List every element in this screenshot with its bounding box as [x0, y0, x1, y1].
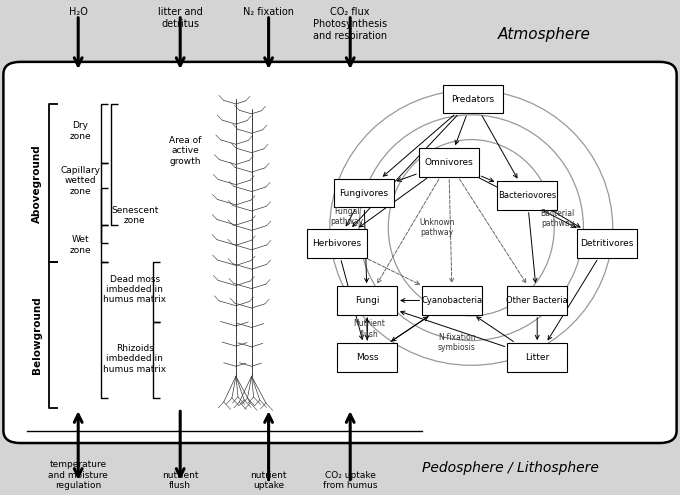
- Text: Capillary
wetted
zone: Capillary wetted zone: [61, 166, 100, 196]
- Text: Litter: Litter: [525, 353, 549, 362]
- Text: Cyanobacteria: Cyanobacteria: [422, 296, 483, 305]
- FancyBboxPatch shape: [577, 229, 637, 258]
- Text: Herbivores: Herbivores: [312, 239, 361, 248]
- Text: CO₂ uptake
from humus: CO₂ uptake from humus: [323, 471, 377, 490]
- Text: Dry
zone: Dry zone: [69, 121, 91, 141]
- FancyBboxPatch shape: [497, 181, 557, 210]
- Text: Fungivores: Fungivores: [339, 189, 388, 198]
- Text: Fungi: Fungi: [355, 296, 379, 305]
- Text: Nutrient
flush: Nutrient flush: [354, 319, 385, 339]
- Text: N-fixation
symbiosis: N-fixation symbiosis: [438, 333, 476, 352]
- FancyBboxPatch shape: [3, 62, 677, 443]
- Text: Pedosphere / Lithosphere: Pedosphere / Lithosphere: [422, 461, 598, 475]
- FancyBboxPatch shape: [507, 343, 567, 372]
- Text: litter and
detritus: litter and detritus: [158, 7, 203, 29]
- Text: Rhizoids
imbedded in
humus matrix: Rhizoids imbedded in humus matrix: [103, 344, 166, 374]
- Text: Belowground: Belowground: [33, 297, 42, 374]
- Text: Omnivores: Omnivores: [424, 158, 473, 167]
- Text: nutrient
uptake: nutrient uptake: [250, 471, 287, 490]
- Text: Fungal
pathway: Fungal pathway: [330, 206, 363, 226]
- FancyBboxPatch shape: [307, 229, 367, 258]
- FancyBboxPatch shape: [419, 148, 479, 177]
- Text: Dead moss
imbedded in
humus matrix: Dead moss imbedded in humus matrix: [103, 275, 166, 304]
- Text: Detritivores: Detritivores: [581, 239, 634, 248]
- Text: Predators: Predators: [451, 95, 494, 103]
- Text: N₂ fixation: N₂ fixation: [243, 7, 294, 17]
- Text: Atmosphere: Atmosphere: [498, 27, 590, 42]
- Text: Bacteriovores: Bacteriovores: [498, 191, 556, 200]
- Text: H₂O: H₂O: [69, 7, 88, 17]
- Text: temperature
and moisture
regulation: temperature and moisture regulation: [48, 460, 108, 490]
- Text: CO₂ flux
Photosynthesis
and respiration: CO₂ flux Photosynthesis and respiration: [313, 7, 388, 41]
- Text: Moss: Moss: [356, 353, 379, 362]
- Text: Aboveground: Aboveground: [33, 144, 42, 223]
- FancyBboxPatch shape: [337, 286, 397, 315]
- Text: Unknown
pathway: Unknown pathway: [420, 218, 455, 238]
- FancyBboxPatch shape: [334, 179, 394, 207]
- FancyBboxPatch shape: [507, 286, 567, 315]
- Text: Area of
active
growth: Area of active growth: [169, 136, 201, 166]
- Text: Senescent
zone: Senescent zone: [111, 205, 158, 225]
- Text: nutrient
flush: nutrient flush: [162, 471, 199, 490]
- FancyBboxPatch shape: [443, 85, 503, 113]
- FancyBboxPatch shape: [337, 343, 397, 372]
- FancyBboxPatch shape: [422, 286, 482, 315]
- Text: Other Bacteria: Other Bacteria: [507, 296, 568, 305]
- Text: Wet
zone: Wet zone: [69, 235, 91, 255]
- Text: Bacterial
pathway: Bacterial pathway: [541, 209, 575, 229]
